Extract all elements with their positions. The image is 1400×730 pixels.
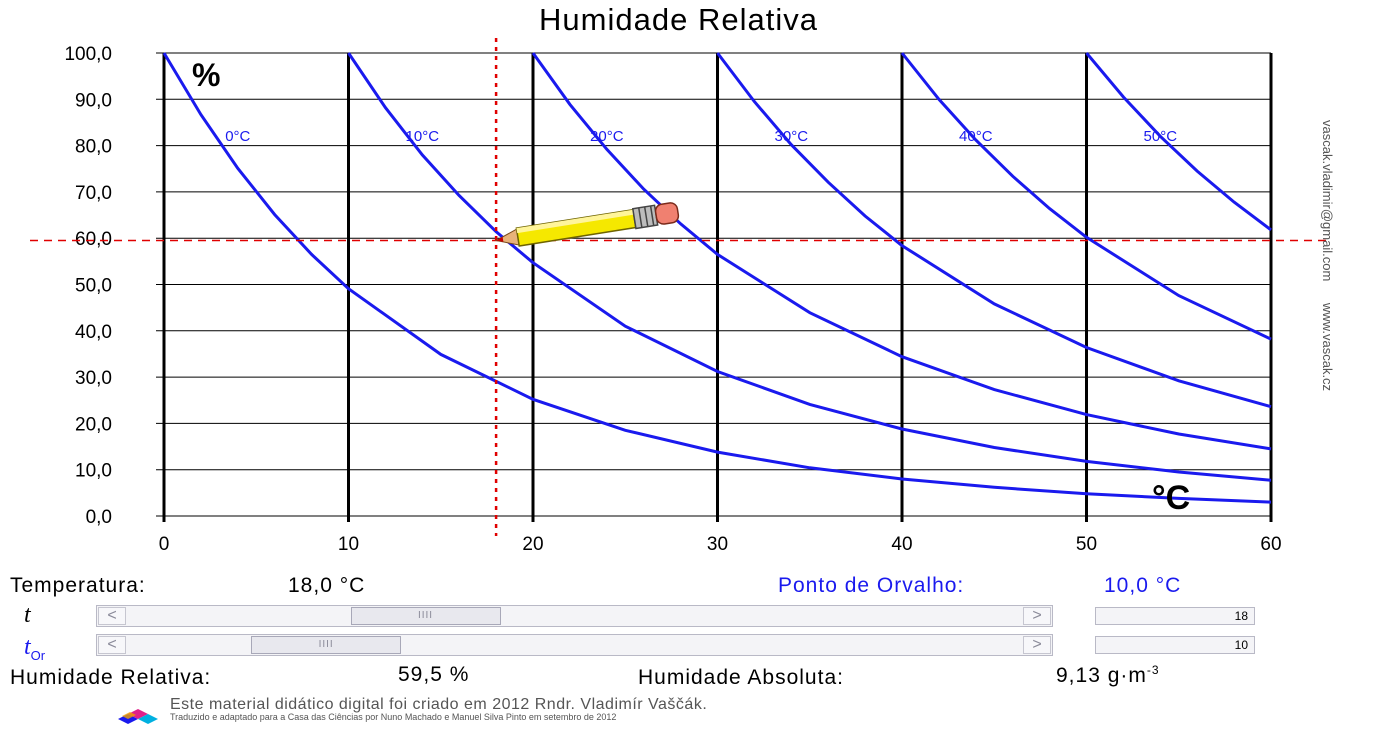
y-tick-label: 90,0 (75, 90, 112, 111)
slider-thumb[interactable]: IIII (251, 636, 402, 654)
y-tick-label: 50,0 (75, 276, 112, 297)
y-tick-label: 70,0 (75, 183, 112, 204)
absolute-humidity-label: Humidade Absoluta: (638, 666, 844, 689)
absolute-humidity-value: 9,13 g·m-3 (1056, 663, 1160, 688)
footer-credit: Este material didático digital foi criad… (170, 696, 708, 713)
footer-translation-credit: Traduzido e adaptado para a Casa das Ciê… (170, 712, 617, 722)
logo-icon (118, 709, 158, 724)
curve-label: 10°C (406, 128, 440, 145)
y-tick-label: 60,0 (75, 229, 112, 250)
saturation-curve (531, 52, 1272, 451)
x-tick-label: 20 (522, 534, 543, 555)
dew-point-value-box[interactable]: 10 (1095, 636, 1255, 654)
absolute-humidity-exponent: -3 (1146, 663, 1160, 677)
tor-subscript: Or (30, 647, 46, 663)
curve-label: 40°C (959, 128, 993, 145)
slider-left-arrow-icon[interactable]: < (98, 636, 126, 654)
x-tick-label: 40 (891, 534, 912, 555)
y-tick-label: 20,0 (75, 414, 112, 435)
dew-point-slider[interactable]: < IIII > (96, 634, 1053, 656)
author-website: www.vascak.cz (1320, 302, 1335, 392)
y-tick-label: 10,0 (75, 461, 112, 482)
slider-right-arrow-icon[interactable]: > (1023, 636, 1051, 654)
curve-label: 20°C (590, 128, 624, 145)
t-variable-label: t (24, 602, 31, 628)
y-tick-label: 80,0 (75, 137, 112, 158)
dew-point-value: 10,0 °C (1104, 574, 1182, 597)
x-tick-label: 30 (707, 534, 728, 555)
tor-letter: t (24, 634, 31, 660)
curve-label: 30°C (775, 128, 809, 145)
curve-label: 50°C (1144, 128, 1178, 145)
y-tick-label: 0,0 (86, 507, 112, 528)
author-contact: vascak.vladimir@gmail.com www.vascak.cz (1320, 120, 1335, 409)
y-tick-label: 40,0 (75, 322, 112, 343)
x-tick-label: 60 (1260, 534, 1281, 555)
saturation-curve (347, 52, 1272, 482)
saturation-curve (716, 52, 1272, 409)
chart-title: Humidade Relativa (539, 2, 818, 37)
curve-label: 0°C (225, 128, 250, 145)
humidity-chart: 0°C 10°C 20°C 30°C 40°C 50°C 0,010,020,030,04… (30, 38, 1330, 555)
relative-humidity-label: Humidade Relativa: (10, 666, 212, 689)
temperature-label: Temperatura: (10, 574, 146, 597)
y-tick-label: 30,0 (75, 368, 112, 389)
dew-point-label: Ponto de Orvalho: (778, 574, 965, 597)
relative-humidity-value: 59,5 % (398, 663, 470, 686)
tor-variable-label: tOr (24, 634, 45, 663)
x-tick-label: 10 (338, 534, 359, 555)
slider-left-arrow-icon[interactable]: < (98, 607, 126, 625)
saturation-curve (162, 52, 1272, 504)
x-tick-label: 0 (159, 534, 170, 555)
pencil-icon[interactable] (494, 202, 680, 251)
x-tick-label: 50 (1076, 534, 1097, 555)
author-email: vascak.vladimir@gmail.com (1320, 120, 1335, 282)
temperature-value-box[interactable]: 18 (1095, 607, 1255, 625)
temperature-value: 18,0 °C (288, 574, 366, 597)
slider-thumb[interactable]: IIII (350, 607, 501, 625)
y-tick-label: 100,0 (64, 44, 112, 65)
saturation-curve (900, 52, 1272, 341)
saturation-curve (1085, 52, 1272, 232)
absolute-humidity-number: 9,13 g·m (1056, 664, 1147, 687)
y-axis-unit-label: % (192, 57, 220, 93)
x-axis-unit-label: °C (1152, 479, 1190, 517)
slider-right-arrow-icon[interactable]: > (1023, 607, 1051, 625)
temperature-slider[interactable]: < IIII > (96, 605, 1053, 627)
